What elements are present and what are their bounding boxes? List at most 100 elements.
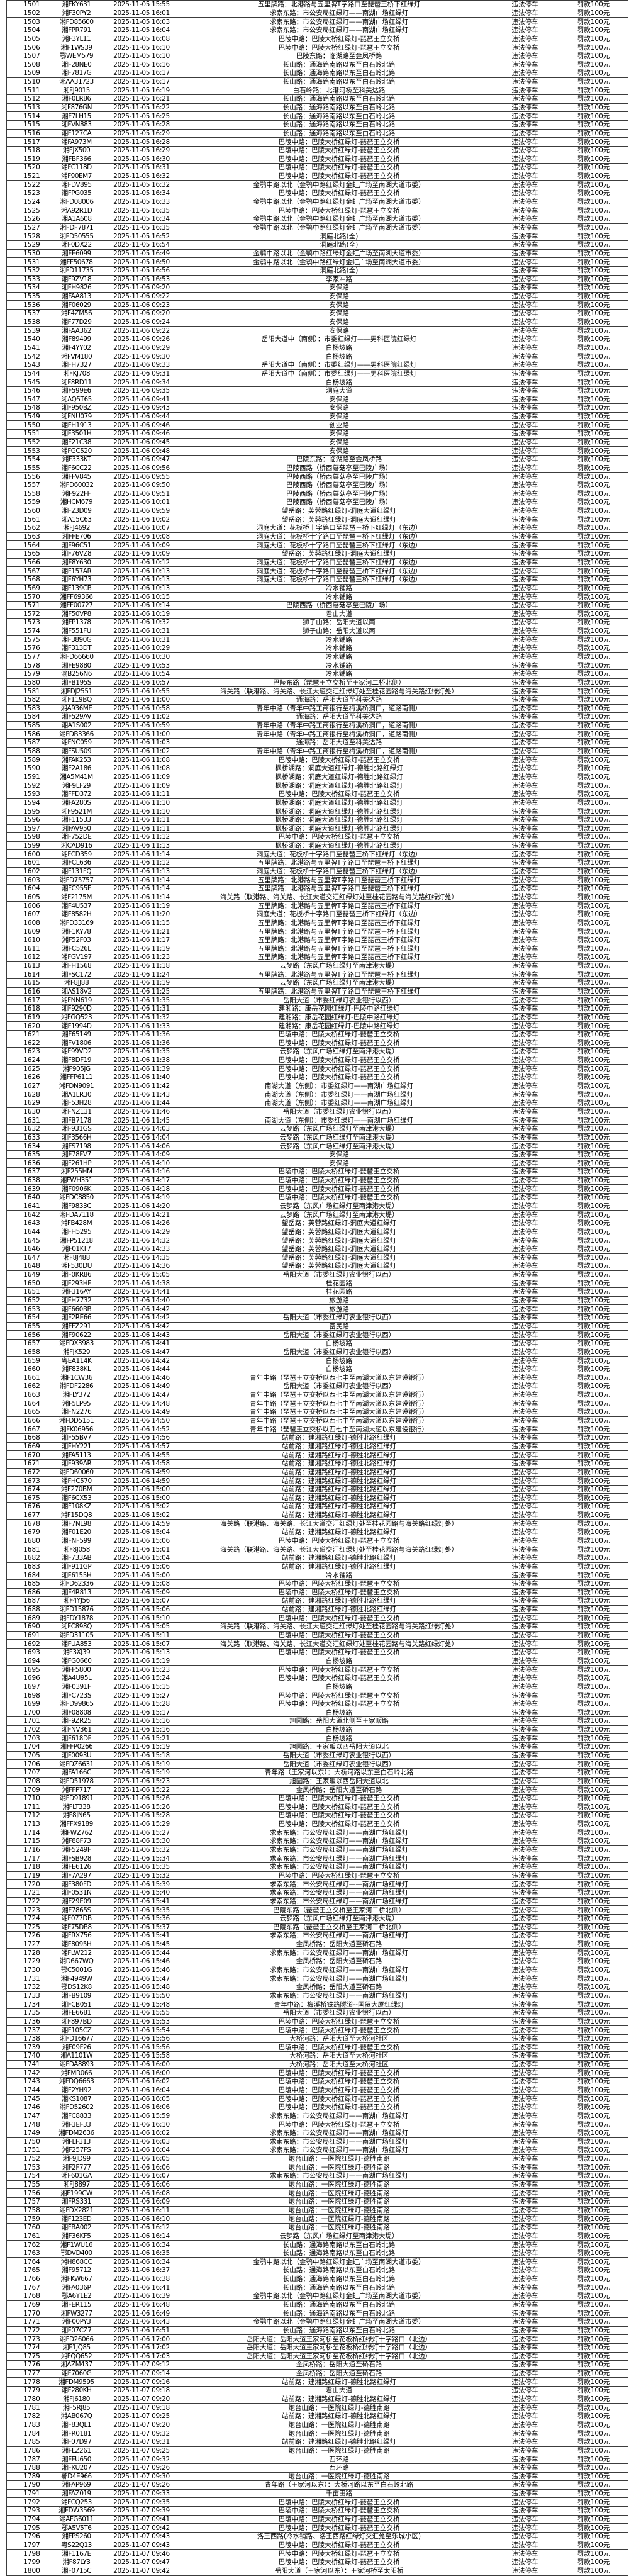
plate-cell: 湘F5249F bbox=[57, 1845, 96, 1855]
table-row: 1514 湘F7LH15 2025-11-05 16:25 长山路：通海路南路以东至白… bbox=[6, 111, 628, 121]
plate-cell: 湘FAP969 bbox=[57, 2480, 96, 2490]
row-number-cell: 1643 bbox=[6, 1218, 57, 1228]
location-cell: 巴陵中路：巴陵大桥红绿灯-琵琶王立交桥 bbox=[187, 2102, 491, 2112]
location-cell: 望岳路：芙蓉路红绿灯-洞庭大道红绿灯 bbox=[187, 515, 491, 525]
plate-cell: 湘FS7198 bbox=[57, 1141, 96, 1151]
table-row: 1511 湘FJ9015 2025-11-05 16:19 白石岭路：北港河桥至科美达… bbox=[6, 86, 628, 96]
violation-cell: 违法停车 bbox=[491, 232, 559, 241]
location-cell: 洞庭大道 bbox=[187, 386, 491, 396]
violation-cell: 违法停车 bbox=[491, 901, 559, 910]
violation-cell: 违法停车 bbox=[491, 1321, 559, 1331]
violation-cell: 违法停车 bbox=[491, 326, 559, 335]
violation-cell: 违法停车 bbox=[491, 1124, 559, 1134]
time-cell: 2025-11-06 11:46 bbox=[96, 1107, 187, 1117]
penalty-cell: 罚款100元 bbox=[559, 1210, 628, 1219]
violation-table: 1501 湘FKY631 2025-11-05 15:55 五里牌路：北港路与五里牌T… bbox=[6, 0, 628, 2576]
table-row: 1746 湘FD52602 2025-11-06 16:06 巴陵中路：巴陵大桥红绿灯… bbox=[6, 2102, 628, 2112]
violation-cell: 违法停车 bbox=[491, 953, 559, 962]
table-row: 1572 湘F50VP8 2025-11-06 10:19 君山大道 违法停车 罚款100… bbox=[6, 609, 628, 619]
table-row: 1569 湘F139CB 2025-11-06 10:13 冷水铺路 违法停车 罚款100… bbox=[6, 583, 628, 593]
location-cell: 岳阳大道（王家河以东）：王家河桥至太阳桥 bbox=[187, 2566, 491, 2576]
table-row: 1629 湘F53H28 2025-11-06 11:44 南湖大道（东侧）：市委红绿… bbox=[6, 1099, 628, 1108]
plate-cell: 湘F36KF5 bbox=[57, 2231, 96, 2241]
location-cell: 青年中路（青年中路工商银行至梅溪桥洞口，道路南侧） bbox=[187, 720, 491, 731]
violation-cell: 违法停车 bbox=[491, 2077, 559, 2086]
time-cell: 2025-11-06 15:48 bbox=[96, 1982, 187, 1992]
table-row: 1509 湘F7817G 2025-11-05 16:17 长山路：通海路南路以东至白… bbox=[6, 69, 628, 78]
time-cell: 2025-11-06 15:29 bbox=[96, 1819, 187, 1829]
violation-cell: 违法停车 bbox=[491, 2377, 559, 2387]
row-number-cell: 1622 bbox=[6, 1038, 57, 1048]
location-cell: 站前路：建湘路红绿灯-德胜北路红绿灯 bbox=[187, 1467, 491, 1477]
violation-cell: 违法停车 bbox=[491, 1253, 559, 1263]
time-cell: 2025-11-06 16:35 bbox=[96, 2248, 187, 2258]
row-number-cell: 1642 bbox=[6, 1210, 57, 1219]
plate-cell: 湘F0KR86 bbox=[57, 1270, 96, 1280]
violation-cell: 违法停车 bbox=[491, 841, 559, 851]
table-row: 1502 湘F30PY2 2025-11-05 16:01 求索东路：市公安局红绿灯—… bbox=[6, 8, 628, 18]
plate-cell: 湘FLZ261 bbox=[57, 2446, 96, 2456]
violation-cell: 违法停车 bbox=[491, 1399, 559, 1409]
penalty-cell: 罚款100元 bbox=[559, 755, 628, 765]
time-cell: 2025-11-06 16:12 bbox=[96, 2222, 187, 2232]
violation-cell: 违法停车 bbox=[491, 1793, 559, 1803]
row-number-cell: 1713 bbox=[6, 1819, 57, 1829]
time-cell: 2025-11-06 15:06 bbox=[96, 1562, 187, 1572]
table-row: 1590 湘F2A186 2025-11-06 11:08 枫桥湖路：洞庭大道红绿灯-… bbox=[6, 764, 628, 773]
table-row: 1788 湘FKU207 2025-11-07 09:26 西环路 违法停车 罚款100元 bbox=[6, 2463, 628, 2473]
location-cell: 云梦路（东风广场红绿灯至南津港大堤） bbox=[187, 2231, 491, 2241]
row-number-cell: 1678 bbox=[6, 1519, 57, 1529]
location-cell: 五里牌路：北港路与五里牌T字路口至琵琶王桥下红绿灯 bbox=[187, 0, 491, 9]
plate-cell: 湘FQQ652 bbox=[57, 2351, 96, 2361]
time-cell: 2025-11-06 10:13 bbox=[96, 583, 187, 593]
time-cell: 2025-11-06 14:56 bbox=[96, 1433, 187, 1443]
row-number-cell: 1600 bbox=[6, 849, 57, 860]
row-number-cell: 1544 bbox=[6, 369, 57, 379]
table-row: 1747 湘FC8833 2025-11-06 15:59 求索东路：市公安局红绿灯—… bbox=[6, 2111, 628, 2121]
location-cell: 海关路（联港路、海关路、长江大道交汇红绿灯处至桂花园路与海关路红绿灯处） bbox=[187, 1622, 491, 1632]
plate-cell: 湘FA5113 bbox=[57, 1450, 96, 1460]
time-cell: 2025-11-06 15:47 bbox=[96, 1974, 187, 1983]
penalty-cell: 罚款100元 bbox=[559, 2300, 628, 2310]
violation-cell: 违法停车 bbox=[491, 1862, 559, 1872]
time-cell: 2025-11-06 11:13 bbox=[96, 841, 187, 851]
penalty-cell: 罚款100元 bbox=[559, 1330, 628, 1340]
plate-cell: 湘FAV950 bbox=[57, 824, 96, 834]
location-cell: 五里牌路：北港路与五里牌T字路口至琵琶王桥下红绿灯 bbox=[187, 858, 491, 868]
table-row: 1699 湘FD99865 2025-11-06 15:28 巴陵中路：巴陵大桥红绿灯… bbox=[6, 1699, 628, 1709]
location-cell: 站前路：建湘路红绿灯-德胜北路红绿灯 bbox=[187, 2437, 491, 2447]
plate-cell: 湘FNN619 bbox=[57, 995, 96, 1005]
time-cell: 2025-11-05 16:31 bbox=[96, 163, 187, 172]
table-row: 1743 湘FDQ6663 2025-11-06 16:02 巴陵中路：巴陵大桥红绿灯… bbox=[6, 2077, 628, 2086]
location-cell: 金鹗中路以北（金鹗中路红绿灯金虹广场至南湖大道市委） bbox=[187, 180, 491, 190]
plate-cell: 湘FHY221 bbox=[57, 1442, 96, 1452]
table-row: 1597 湘FAV950 2025-11-06 11:11 枫桥湖路：洞庭大道红绿灯-… bbox=[6, 824, 628, 834]
plate-cell: 湘F123ED bbox=[57, 2214, 96, 2224]
violation-cell: 违法停车 bbox=[491, 454, 559, 464]
table-row: 1574 湘F551FU 2025-11-06 10:31 狮子山路：岳阳大道以南 违法… bbox=[6, 626, 628, 636]
time-cell: 2025-11-06 10:29 bbox=[96, 644, 187, 653]
row-number-cell: 1761 bbox=[6, 2231, 57, 2241]
table-row: 1577 湘FD66660 2025-11-06 10:30 冷水铺路 违法停车 罚款10… bbox=[6, 652, 628, 662]
time-cell: 2025-11-06 14:09 bbox=[96, 1150, 187, 1160]
row-number-cell: 1569 bbox=[6, 583, 57, 593]
row-number-cell: 1614 bbox=[6, 970, 57, 980]
location-cell: 岳阳大道（市委红绿灯农业银行以西） bbox=[187, 2008, 491, 2018]
table-row: 1583 湘A936ME 2025-11-06 10:58 青年中路（青年中路工商银行… bbox=[6, 703, 628, 714]
row-number-cell: 1518 bbox=[6, 145, 57, 155]
row-number-cell: 1723 bbox=[6, 1905, 57, 1915]
row-number-cell: 1753 bbox=[6, 2163, 57, 2173]
table-row: 1792 湘FCQ253 2025-11-07 09:35 巴陵中路：巴陵大桥红绿灯-… bbox=[6, 2497, 628, 2507]
violation-cell: 违法停车 bbox=[491, 69, 559, 78]
time-cell: 2025-11-06 15:26 bbox=[96, 1793, 187, 1803]
violation-cell: 违法停车 bbox=[491, 524, 559, 533]
time-cell: 2025-11-06 10:30 bbox=[96, 652, 187, 662]
location-cell: 巴陵中路：巴陵大桥红绿灯-琵琶王立交桥 bbox=[187, 1579, 491, 1589]
location-cell: 巴陵中路：巴陵大桥红绿灯-琵琶王立交桥 bbox=[187, 206, 491, 216]
row-number-cell: 1745 bbox=[6, 2094, 57, 2103]
plate-cell: 湘FD60032 bbox=[57, 480, 96, 490]
plate-cell: 湘FD31105 bbox=[57, 1630, 96, 1640]
penalty-cell: 罚款100元 bbox=[559, 2274, 628, 2284]
time-cell: 2025-11-07 09:18 bbox=[96, 2403, 187, 2413]
row-number-cell: 1587 bbox=[6, 738, 57, 748]
